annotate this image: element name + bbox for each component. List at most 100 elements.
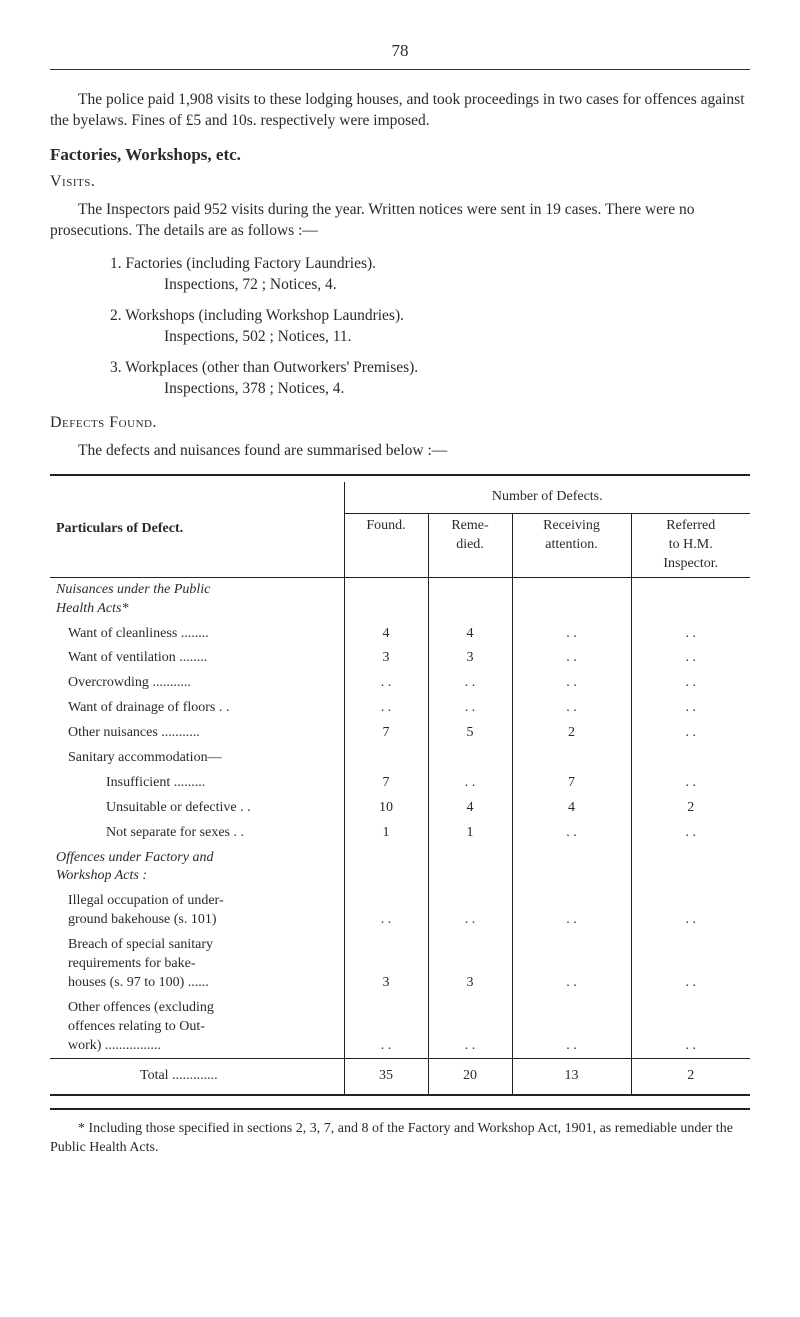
- insp-item-1: 1. Factories (including Factory Laundrie…: [110, 254, 750, 296]
- cell-ref: . .: [631, 622, 750, 647]
- row-label: Other nuisances ...........: [50, 721, 344, 746]
- cell-reme: . .: [428, 996, 512, 1059]
- cell-rec: [512, 846, 631, 890]
- cell-found: [344, 846, 428, 890]
- table-row: Nuisances under the Public Health Acts*: [50, 577, 750, 621]
- cell-found: [344, 577, 428, 621]
- cell-found: . .: [344, 671, 428, 696]
- cell-found: 3: [344, 933, 428, 996]
- col-referred-header: Referred to H.M. Inspector.: [631, 514, 750, 578]
- cell-ref: . .: [631, 696, 750, 721]
- cell-found: . .: [344, 889, 428, 933]
- cell-found: 4: [344, 622, 428, 647]
- cell-reme: 3: [428, 646, 512, 671]
- row-label: Offences under Factory and Workshop Acts…: [50, 846, 344, 890]
- cell-ref: [631, 577, 750, 621]
- cell-reme: 4: [428, 796, 512, 821]
- cell-found: 1: [344, 821, 428, 846]
- defects-intro: The defects and nuisances found are summ…: [50, 441, 750, 462]
- section-factories-title: Factories, Workshops, etc.: [50, 144, 750, 167]
- page-number: 78: [50, 40, 750, 63]
- cell-reme: 1: [428, 821, 512, 846]
- row-label: Other offences (excluding offences relat…: [50, 996, 344, 1059]
- footnote-top-rule: [50, 1108, 750, 1110]
- col-receiving-header: Receiving attention.: [512, 514, 631, 578]
- insp-title: Factories (including Factory Laundries).: [126, 255, 377, 272]
- cell-rec: . .: [512, 996, 631, 1059]
- row-label: Insufficient .........: [50, 771, 344, 796]
- cell-found: . .: [344, 696, 428, 721]
- cell-rec: [512, 577, 631, 621]
- table-row: Insufficient .........7. .7. .: [50, 771, 750, 796]
- cell-rec: 4: [512, 796, 631, 821]
- cell-rec: [512, 746, 631, 771]
- cell-found: [344, 746, 428, 771]
- cell-reme: . .: [428, 771, 512, 796]
- cell-ref: . .: [631, 889, 750, 933]
- row-label: Want of cleanliness ........: [50, 622, 344, 647]
- insp-item-2: 2. Workshops (including Workshop Laundri…: [110, 306, 750, 348]
- cell-ref: . .: [631, 646, 750, 671]
- cell-found: 3: [344, 646, 428, 671]
- cell-reme: . .: [428, 889, 512, 933]
- col-particulars-header: Particulars of Defect.: [50, 482, 344, 577]
- insp-sub: Inspections, 502 ; Notices, 11.: [110, 327, 750, 348]
- cell-ref: . .: [631, 771, 750, 796]
- cell-found: . .: [344, 996, 428, 1059]
- table-row: Want of cleanliness ........44. .. .: [50, 622, 750, 647]
- row-label: Sanitary accommodation—: [50, 746, 344, 771]
- row-label: Illegal occupation of under- ground bake…: [50, 889, 344, 933]
- table-row: Offences under Factory and Workshop Acts…: [50, 846, 750, 890]
- cell-found: 7: [344, 721, 428, 746]
- number-of-defects-header: Number of Defects.: [344, 482, 750, 513]
- insp-sub: Inspections, 72 ; Notices, 4.: [110, 275, 750, 296]
- cell-ref: . .: [631, 721, 750, 746]
- cell-ref: [631, 846, 750, 890]
- row-label: Overcrowding ...........: [50, 671, 344, 696]
- table-row: Illegal occupation of under- ground bake…: [50, 889, 750, 933]
- cell-rec: 2: [512, 721, 631, 746]
- col-remedied-header: Reme- died.: [428, 514, 512, 578]
- cell-rec: . .: [512, 889, 631, 933]
- table-row: Want of drainage of floors . .. .. .. ..…: [50, 696, 750, 721]
- cell-reme: [428, 577, 512, 621]
- cell-rec: . .: [512, 933, 631, 996]
- cell-rec: . .: [512, 821, 631, 846]
- top-rule: [50, 69, 750, 70]
- cell-rec: 7: [512, 771, 631, 796]
- visits-label: Visits.: [50, 171, 750, 193]
- insp-title: Workshops (including Workshop Laundries)…: [125, 307, 404, 324]
- cell-reme: 5: [428, 721, 512, 746]
- defects-found-label: Defects Found.: [50, 412, 750, 434]
- cell-ref: 2: [631, 796, 750, 821]
- row-label: Not separate for sexes . .: [50, 821, 344, 846]
- visits-paragraph: The Inspectors paid 952 visits during th…: [50, 200, 750, 242]
- insp-num: 1.: [110, 255, 122, 272]
- cell-ref: . .: [631, 671, 750, 696]
- col-found-header: Found.: [344, 514, 428, 578]
- total-ref: 2: [631, 1059, 750, 1095]
- cell-ref: . .: [631, 821, 750, 846]
- insp-item-3: 3. Workplaces (other than Outworkers' Pr…: [110, 358, 750, 400]
- total-label: Total .............: [50, 1059, 344, 1095]
- total-row: Total ............. 35 20 13 2: [50, 1059, 750, 1095]
- total-reme: 20: [428, 1059, 512, 1095]
- table-row: Breach of special sanitary requirements …: [50, 933, 750, 996]
- table-top-rule: [50, 474, 750, 476]
- insp-num: 3.: [110, 359, 122, 376]
- row-label: Want of ventilation ........: [50, 646, 344, 671]
- table-row: Other nuisances ...........752. .: [50, 721, 750, 746]
- cell-reme: . .: [428, 696, 512, 721]
- cell-reme: [428, 746, 512, 771]
- total-found: 35: [344, 1059, 428, 1095]
- insp-sub: Inspections, 378 ; Notices, 4.: [110, 379, 750, 400]
- table-row: Overcrowding ............ .. .. .. .: [50, 671, 750, 696]
- table-row: Not separate for sexes . .11. .. .: [50, 821, 750, 846]
- row-label: Nuisances under the Public Health Acts*: [50, 577, 344, 621]
- cell-ref: . .: [631, 933, 750, 996]
- cell-rec: . .: [512, 671, 631, 696]
- table-row: Other offences (excluding offences relat…: [50, 996, 750, 1059]
- row-label: Want of drainage of floors . .: [50, 696, 344, 721]
- insp-title: Workplaces (other than Outworkers' Premi…: [125, 359, 418, 376]
- table-row: Want of ventilation ........33. .. .: [50, 646, 750, 671]
